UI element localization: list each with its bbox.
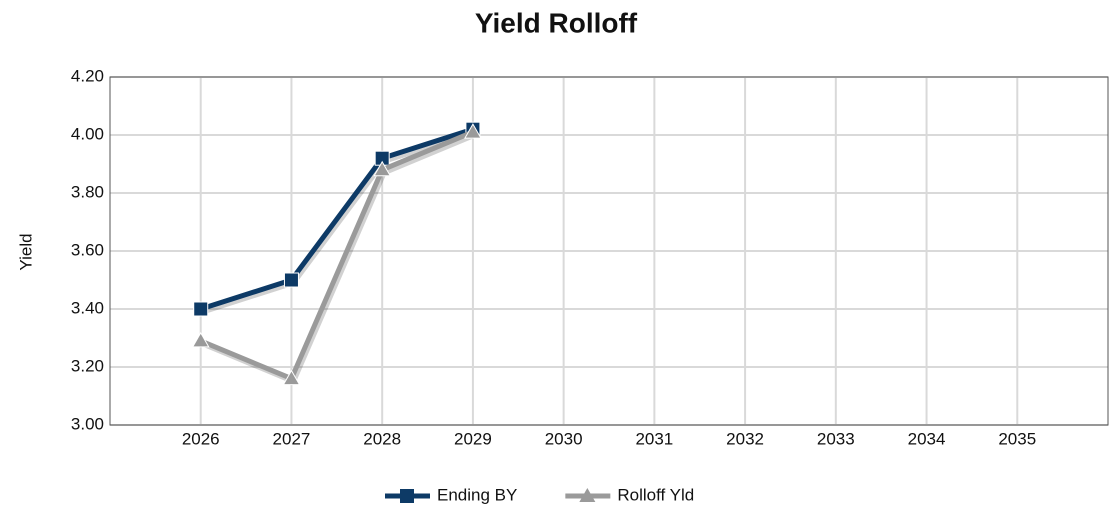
- legend-label: Ending BY: [437, 485, 517, 504]
- chart-title: Yield Rolloff: [475, 7, 638, 38]
- marker: [193, 301, 209, 317]
- x-tick-label: 2029: [454, 429, 492, 448]
- x-tick-label: 2031: [635, 429, 673, 448]
- line: [199, 126, 474, 312]
- y-tick-label: 3.00: [71, 414, 104, 433]
- x-tick-label: 2026: [182, 429, 220, 448]
- line-shadow: [201, 129, 476, 315]
- y-tick-label: 4.00: [71, 124, 104, 143]
- legend-item: Ending BY: [385, 485, 517, 504]
- y-tick-label: 4.20: [71, 66, 104, 85]
- marker: [191, 331, 210, 348]
- line: [199, 129, 474, 382]
- legend-marker: [400, 489, 414, 503]
- marker: [282, 369, 301, 386]
- marker: [464, 123, 482, 139]
- legend-label: Rolloff Yld: [617, 485, 694, 504]
- y-axis-label: Yield: [16, 233, 35, 270]
- y-tick-label: 3.60: [71, 240, 104, 259]
- legend-item: Rolloff Yld: [565, 485, 694, 504]
- x-tick-label: 2033: [817, 429, 855, 448]
- marker: [283, 272, 299, 288]
- x-tick-label: 2030: [545, 429, 583, 448]
- y-tick-label: 3.20: [71, 356, 104, 375]
- y-tick-label: 3.40: [71, 298, 104, 317]
- x-tick-label: 2032: [726, 429, 764, 448]
- marker: [373, 160, 392, 177]
- x-tick-label: 2027: [273, 429, 311, 448]
- x-tick-label: 2028: [363, 429, 401, 448]
- y-tick-label: 3.80: [71, 182, 104, 201]
- series: [191, 123, 482, 386]
- x-tick-label: 2034: [908, 429, 946, 448]
- plot-border: [109, 76, 1109, 426]
- legend-marker: [579, 488, 596, 502]
- x-tick-label: 2035: [998, 429, 1036, 448]
